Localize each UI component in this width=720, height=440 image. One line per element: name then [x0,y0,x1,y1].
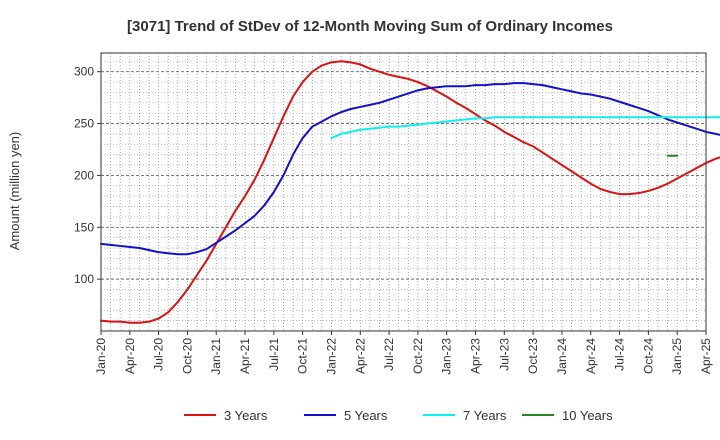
y-axis-title: Amount (million yen) [7,132,22,251]
x-tick-label: Oct-24 [641,338,655,374]
x-tick-label: Jan-20 [94,338,108,375]
x-tick-label: Apr-22 [353,338,367,374]
series-layer [100,60,720,324]
legend-label: 5 Years [344,408,388,423]
y-axis: 100 150 200 250 300 [74,65,101,286]
legend-label: 7 Years [463,408,507,423]
y-tick-label: 100 [74,272,94,286]
x-tick-label: Oct-23 [526,338,540,374]
x-tick-label: Jan-21 [209,338,223,375]
x-tick-label: Jul-20 [152,338,166,371]
plot-frame [100,52,707,332]
series-line-3-years [100,60,720,324]
x-tick-label: Jan-25 [670,338,684,375]
x-tick-label: Jan-24 [555,338,569,375]
series-line-5-years [100,82,720,256]
plot-area [101,53,706,331]
x-tick-label: Jul-21 [267,338,281,371]
x-tick-label: Apr-23 [469,338,483,374]
x-tick-label: Jan-22 [324,338,338,375]
x-tick-label: Oct-20 [180,338,194,374]
x-tick-label: Apr-25 [699,338,713,374]
legend: 3 Years 5 Years 7 Years 10 Years [184,408,613,423]
x-tick-label: Apr-20 [123,338,137,374]
grid [100,53,707,332]
x-axis: Jan-20 Apr-20 Jul-20 Oct-20 Jan-21 Apr-21 Jul-… [94,331,713,375]
legend-label: 3 Years [224,408,268,423]
x-tick-label: Apr-24 [584,338,598,374]
y-tick-label: 200 [74,168,94,182]
x-tick-label: Jul-24 [613,338,627,371]
y-tick-label: 300 [74,65,94,79]
x-tick-label: Oct-22 [411,338,425,374]
x-tick-label: Jan-23 [440,338,454,375]
y-tick-label: 250 [74,117,94,131]
x-tick-label: Jul-23 [497,338,511,371]
x-tick-label: Jul-22 [382,338,396,371]
chart-title: [3071] Trend of StDev of 12-Month Moving… [127,18,613,35]
legend-label: 10 Years [562,408,613,423]
y-tick-label: 150 [74,220,94,234]
series-line-7-years [330,116,720,140]
x-tick-label: Oct-21 [296,338,310,374]
x-tick-label: Apr-21 [238,338,252,374]
